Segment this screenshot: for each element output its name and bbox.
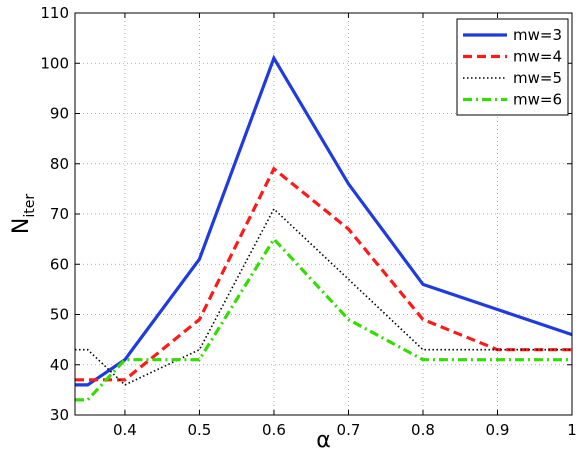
y-tick-label: 80 [50,155,69,173]
legend-label-3: mw=5 [513,69,562,87]
x-tick-label: 0.5 [188,421,212,439]
y-axis-label: Niter [9,194,38,234]
legend-label-1: mw=3 [513,26,562,44]
x-tick-label: 1 [567,421,577,439]
series-line-1 [75,54,573,387]
y-tick-label: 60 [50,255,69,273]
x-tick-label: 0.4 [113,421,137,439]
legend-label-4: mw=6 [513,91,562,109]
y-tick-label: 40 [50,356,69,374]
series-lines [75,54,573,402]
x-tick-label: 0.6 [262,421,286,439]
legend: mw=3 mw=4 mw=5 mw=6 [456,18,569,116]
x-tick-label: 0.8 [411,421,435,439]
y-tick-label: 100 [40,54,69,72]
series-line-4 [75,236,572,402]
x-axis-label: α [316,428,331,453]
y-tick-label: 30 [50,406,69,424]
y-tick-label: 50 [50,306,69,324]
y-tick-label: 110 [40,4,69,22]
y-axis-label-subscript: iter [22,194,38,218]
series-line-3 [75,207,572,386]
x-tick-label: 0.7 [337,421,361,439]
x-tick-label: 0.9 [486,421,510,439]
y-tick-label: 90 [50,105,69,123]
x-tick-labels: 0.4 0.5 0.6 0.7 0.8 0.9 1 [113,421,577,439]
y-tick-label: 70 [50,205,69,223]
y-tick-labels: 30 40 50 60 70 80 90 100 110 [40,4,69,424]
y-axis-label-main: N [9,218,34,234]
series-line-2 [75,166,572,382]
grid [75,13,572,415]
legend-label-2: mw=4 [513,48,562,66]
